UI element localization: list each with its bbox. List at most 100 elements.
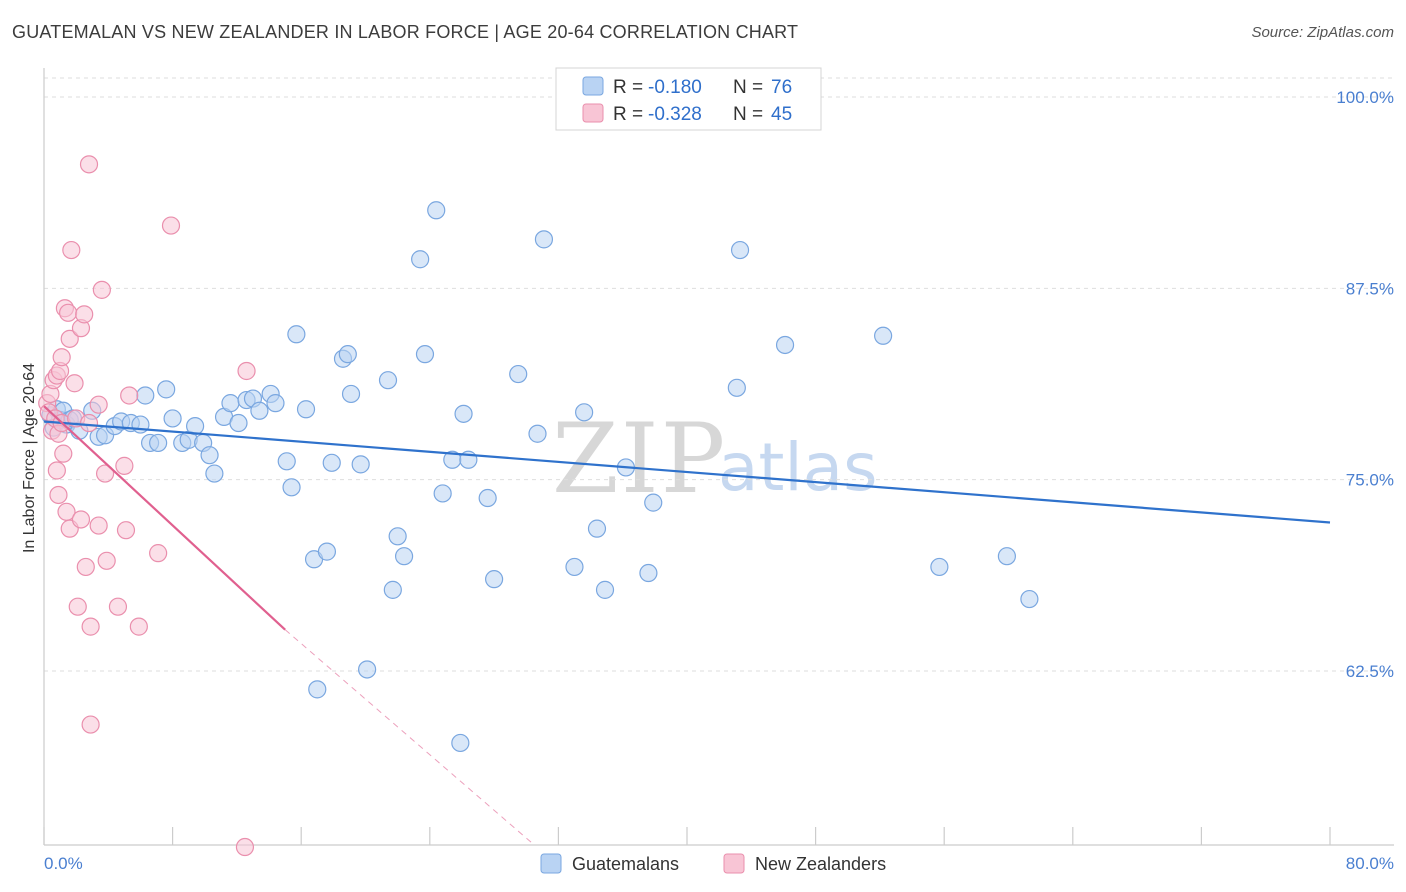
new-zealanders-point-38 (116, 521, 136, 540)
guatemalans-point-77 (308, 680, 327, 699)
guatemalans-point-20 (163, 409, 182, 428)
guatemalans-point-49 (388, 527, 407, 546)
new-zealanders-point-30 (81, 715, 100, 734)
guatemalans-point-68 (639, 563, 658, 583)
new-zealanders-point-40 (129, 617, 148, 636)
guatemalans-point-41 (322, 453, 341, 472)
guatemalans-point-35 (277, 452, 296, 471)
guatemalans-point-78 (451, 733, 470, 753)
legend-r-value-2: -0.328 (648, 104, 702, 125)
bottom-legend-swatch-blue (540, 853, 562, 874)
bottom-legend-swatch-pink (723, 853, 745, 874)
bottom-legend-new-zealanders: New Zealanders (755, 854, 886, 874)
guatemalans-point-54 (433, 484, 452, 503)
y-tick-label-1: 75.0% (1346, 471, 1394, 490)
new-zealanders-point-29 (81, 617, 100, 636)
new-zealanders-point-35 (97, 551, 116, 570)
guatemalans-point-56 (454, 404, 473, 423)
new-zealanders-point-41 (149, 544, 168, 563)
series-new-zealanders-points (38, 155, 256, 857)
guatemalans-point-66 (595, 580, 615, 599)
guatemalans-point-71 (730, 240, 750, 260)
guatemalans-point-76 (1020, 589, 1039, 609)
y-axis-tick-labels: 62.5% 75.0% 87.5% 100.0% (1336, 88, 1394, 681)
new-zealanders-point-7 (47, 461, 66, 480)
guatemalans-point-26 (205, 464, 224, 483)
guatemalans-point-63 (565, 557, 584, 577)
trend-lines (43, 405, 1331, 846)
guatemalans-point-75 (997, 547, 1016, 566)
watermark-zip: ZIP (552, 403, 727, 515)
legend-n-value-1: 76 (771, 77, 792, 98)
trend-line-new-zealanders (43, 405, 286, 631)
x-axis-ticks (43, 827, 1331, 845)
guatemalans-point-36 (282, 478, 301, 497)
legend-r-label-1: R = (613, 77, 643, 98)
guatemalans-point-46 (358, 660, 377, 679)
legend-n-label-1: N = (733, 77, 763, 98)
guatemalans-point-69 (644, 493, 663, 512)
guatemalans-point-28 (221, 394, 240, 413)
guatemalans-point-47 (378, 371, 398, 390)
guatemalans-point-61 (528, 424, 547, 443)
trend-extension-new-zealanders (284, 629, 535, 846)
guatemalans-point-65 (587, 519, 607, 538)
guatemalans-point-48 (383, 580, 402, 599)
guatemalans-point-62 (534, 230, 554, 249)
new-zealanders-point-42 (161, 216, 181, 235)
legend-n-label-2: N = (733, 104, 763, 125)
new-zealanders-point-11 (52, 348, 71, 367)
guatemalans-point-29 (229, 413, 248, 433)
bottom-legend: Guatemalans New Zealanders (540, 853, 886, 874)
legend-r-label-2: R = (613, 104, 643, 125)
guatemalans-point-44 (341, 384, 361, 404)
chart-source: Source: ZipAtlas.com (1251, 24, 1394, 41)
guatemalans-point-70 (727, 378, 746, 397)
bottom-legend-guatemalans: Guatemalans (572, 854, 679, 874)
new-zealanders-point-18 (60, 329, 79, 348)
guatemalans-point-23 (186, 416, 205, 436)
guatemalans-point-52 (415, 345, 435, 364)
guatemalans-point-40 (317, 542, 337, 561)
guatemalans-point-59 (485, 570, 504, 589)
new-zealanders-point-20 (65, 374, 84, 393)
new-zealanders-point-31 (89, 395, 108, 414)
guatemalans-point-60 (509, 364, 528, 384)
new-zealanders-point-44 (235, 837, 255, 857)
new-zealanders-point-32 (89, 516, 108, 535)
new-zealanders-point-28 (79, 155, 99, 174)
x-tick-label-max: 80.0% (1346, 854, 1394, 873)
guatemalans-point-73 (874, 326, 893, 345)
legend-box: R = -0.180 N = 76 R = -0.328 N = 45 (555, 67, 822, 131)
watermark-atlas: atlas (718, 429, 878, 506)
new-zealanders-point-19 (62, 240, 81, 260)
new-zealanders-point-34 (95, 464, 115, 483)
guatemalans-point-16 (136, 386, 155, 405)
guatemalans-point-72 (775, 335, 795, 355)
new-zealanders-point-36 (108, 597, 128, 616)
guatemalans-point-50 (394, 547, 414, 566)
guatemalans-point-74 (930, 557, 949, 577)
guatemalans-point-18 (149, 433, 168, 453)
new-zealanders-point-24 (71, 510, 91, 529)
guatemalans-point-19 (157, 380, 176, 399)
guatemalans-point-58 (478, 488, 497, 508)
y-tick-label-2: 87.5% (1346, 279, 1394, 298)
guatemalans-point-51 (411, 250, 430, 269)
new-zealanders-point-27 (79, 413, 99, 433)
chart-title: GUATEMALAN VS NEW ZEALANDER IN LABOR FOR… (12, 22, 799, 42)
legend-swatch-blue (582, 76, 604, 96)
legend-n-value-2: 45 (771, 104, 792, 125)
new-zealanders-point-26 (76, 557, 95, 577)
axes (43, 68, 1394, 846)
x-tick-label-min: 0.0% (44, 854, 83, 873)
y-tick-label-3: 100.0% (1336, 88, 1394, 107)
guatemalans-point-32 (250, 401, 269, 420)
guatemalans-point-38 (296, 400, 316, 419)
new-zealanders-point-22 (68, 597, 87, 616)
new-zealanders-point-33 (92, 280, 111, 299)
series-guatemalans-points (41, 201, 1039, 753)
legend-swatch-pink (582, 103, 604, 123)
new-zealanders-point-16 (59, 303, 78, 322)
